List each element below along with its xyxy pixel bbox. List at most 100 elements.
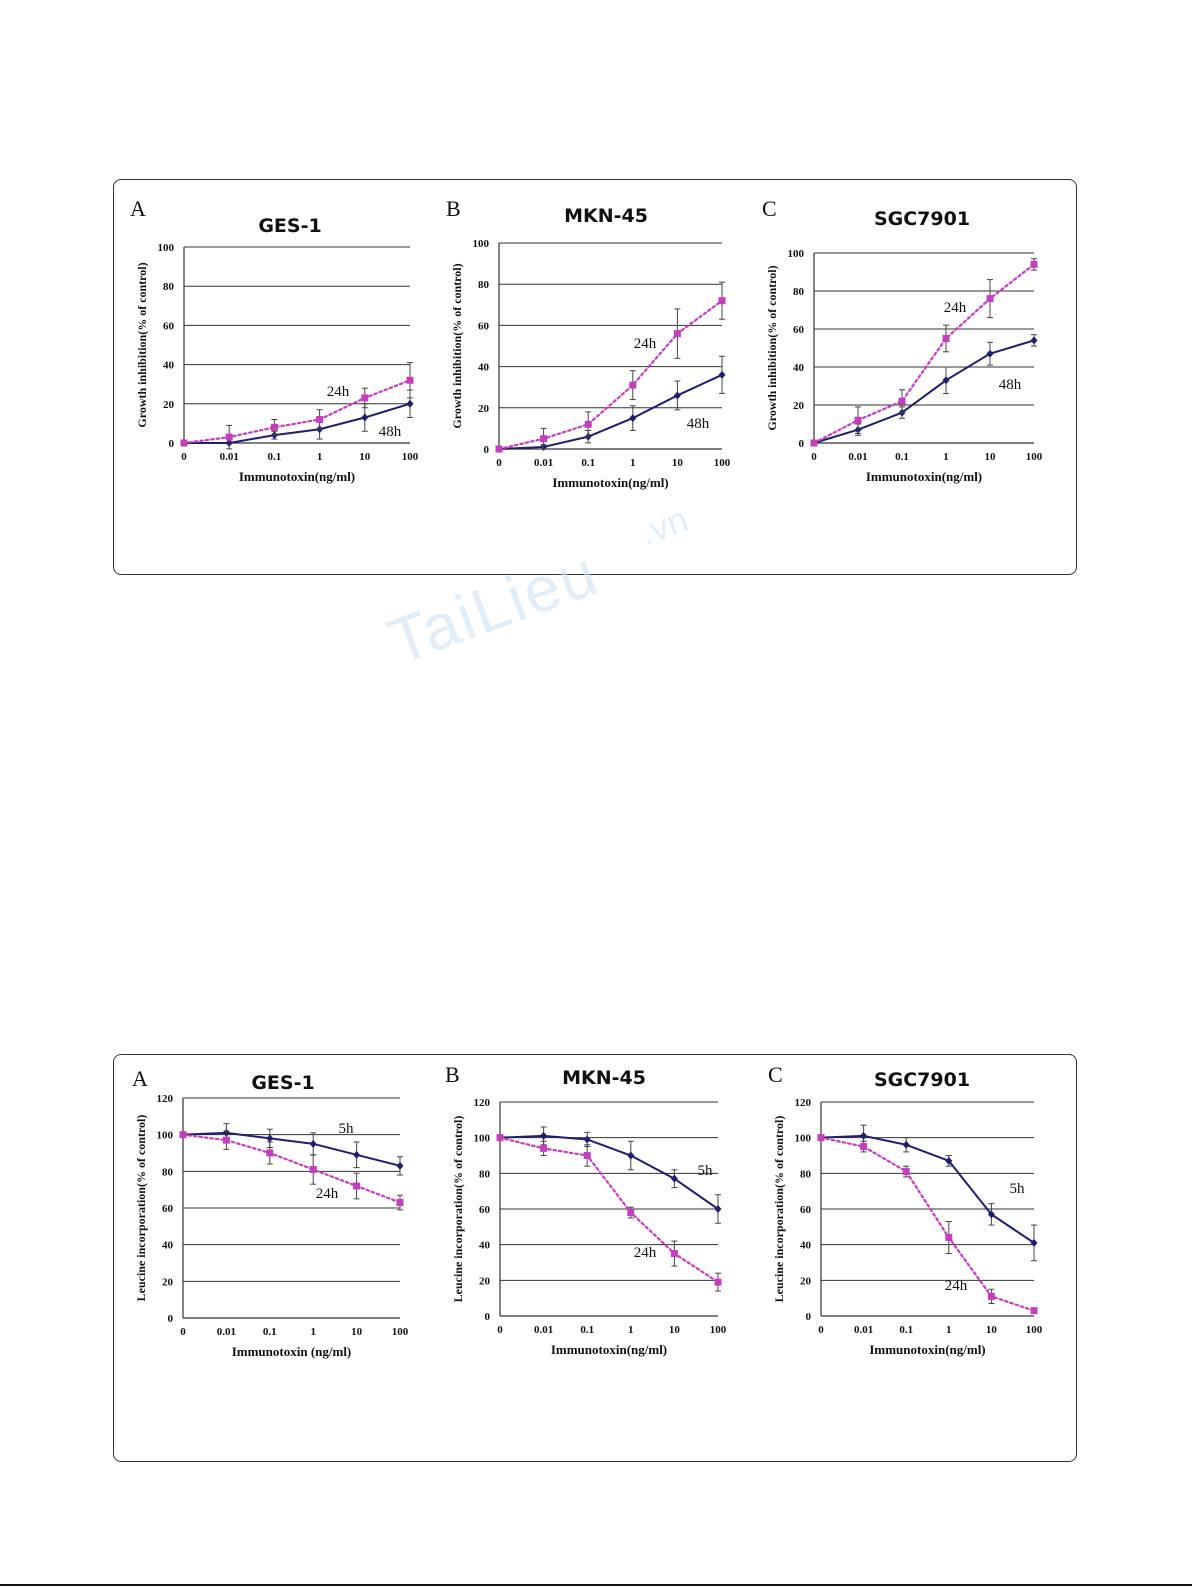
y-tick-label: 20 <box>793 400 805 412</box>
page-bottom-rule <box>0 1584 1192 1586</box>
x-tick-label: 1 <box>628 1324 634 1336</box>
y-tick-label: 40 <box>479 1240 491 1252</box>
x-tick-label: 0.1 <box>268 451 282 463</box>
data-point-24h <box>627 1209 635 1217</box>
x-axis-label: Immunotoxin(ng/ml) <box>239 469 355 484</box>
x-tick-label: 0 <box>180 1326 186 1338</box>
data-point-5h <box>396 1161 404 1170</box>
y-tick-label: 60 <box>793 324 805 336</box>
x-tick-label: 100 <box>1026 451 1043 463</box>
series-line-48h <box>497 299 724 451</box>
x-tick-label: 10 <box>669 1324 681 1336</box>
x-tick-label: 1 <box>946 1324 952 1336</box>
x-tick-label: 1 <box>943 451 949 463</box>
x-axis-label: Immunotoxin(ng/ml) <box>552 475 668 490</box>
x-tick-label: 0.01 <box>534 457 553 469</box>
series-label-24h: 24h <box>945 1278 968 1294</box>
x-tick-label: 0 <box>497 1324 503 1336</box>
data-point-48h <box>406 376 414 384</box>
data-point-48h <box>270 423 278 431</box>
y-tick-label: 100 <box>795 1133 812 1145</box>
x-axis-label: Immunotoxin(ng/ml) <box>869 1342 985 1357</box>
x-tick-label: 0.1 <box>581 457 595 469</box>
y-tick-label: 80 <box>162 1166 174 1178</box>
y-tick-label: 80 <box>793 286 805 298</box>
y-axis-label: Leucine incorporation(% of control) <box>451 1116 465 1303</box>
data-point-24h <box>540 1144 548 1152</box>
x-tick-label: 100 <box>1026 1324 1043 1336</box>
data-point-24h <box>353 1182 361 1190</box>
y-tick-label: 40 <box>162 1240 174 1252</box>
data-point-48h <box>718 297 726 305</box>
series-line-24h <box>819 1136 1036 1312</box>
series-line-5h <box>182 1131 401 1167</box>
series-line-5h <box>499 1134 719 1210</box>
data-point-24h <box>942 376 950 385</box>
data-point-24h <box>266 1149 274 1157</box>
y-tick-label: 20 <box>162 1276 174 1288</box>
series-label-48h: 48h <box>687 416 710 432</box>
y-tick-label: 60 <box>479 1204 491 1216</box>
x-axis-label: Immunotoxin(ng/ml) <box>551 1342 667 1357</box>
x-tick-label: 10 <box>672 457 684 469</box>
y-axis-label: Growth inhibition(% of control) <box>135 262 149 427</box>
data-point-24h <box>361 413 369 422</box>
data-point-24h <box>718 370 726 379</box>
panel-letter: B <box>445 1062 460 1087</box>
x-tick-label: 1 <box>317 451 323 463</box>
chart-mkn45-leucine: B MKN-45 0 20 40 60 80 100 120 0 0.01 0.1 1 10 100 Immu… <box>445 1062 727 1357</box>
x-tick-label: 0.01 <box>217 1326 236 1338</box>
x-tick-label: 10 <box>359 451 371 463</box>
y-tick-label: 100 <box>788 248 805 260</box>
series-line-48h <box>812 263 1036 445</box>
x-tick-label: 100 <box>714 457 731 469</box>
x-tick-label: 100 <box>402 451 419 463</box>
data-point-5h <box>309 1139 317 1148</box>
data-point-48h <box>361 394 369 402</box>
data-point-24h <box>496 1134 504 1142</box>
y-tick-label: 100 <box>158 242 175 254</box>
data-point-24h <box>1030 1307 1038 1315</box>
y-axis-label: Growth inhibition(% of control) <box>450 263 464 428</box>
data-point-24h <box>406 399 414 408</box>
data-point-48h <box>180 439 188 447</box>
y-tick-label: 0 <box>168 1313 174 1325</box>
data-point-24h <box>309 1166 317 1173</box>
x-tick-label: 0.01 <box>848 451 867 463</box>
data-point-5h <box>583 1135 591 1144</box>
data-point-24h <box>670 1250 678 1258</box>
y-tick-label: 60 <box>478 320 490 332</box>
data-point-48h <box>540 435 548 443</box>
figure-panel-growth-inhibition <box>113 179 1077 575</box>
data-point-24h <box>860 1143 868 1151</box>
series-line-24h <box>813 339 1035 444</box>
data-point-48h <box>225 433 233 441</box>
x-tick-label: 100 <box>710 1324 727 1336</box>
data-point-24h <box>1030 336 1038 345</box>
x-tick-label: 0.01 <box>854 1324 873 1336</box>
chart-title: MKN-45 <box>564 205 648 227</box>
data-point-24h <box>179 1131 187 1139</box>
x-tick-label: 0.1 <box>899 1324 913 1336</box>
y-tick-label: 60 <box>163 320 175 332</box>
x-tick-label: 0 <box>181 451 187 463</box>
chart-mkn45-growth: B MKN-45 0 20 40 60 80 100 0 0.01 0.1 1 10 100 Immunot… <box>446 196 731 490</box>
y-tick-label: 0 <box>169 438 175 450</box>
data-point-48h <box>898 397 906 405</box>
data-point-24h <box>222 1136 230 1144</box>
panel-letter: C <box>762 196 777 221</box>
y-tick-label: 0 <box>799 438 805 450</box>
data-point-5h <box>902 1140 910 1149</box>
data-point-48h <box>673 330 681 338</box>
series-label-24h: 24h <box>944 300 967 316</box>
chart-ges1-growth: A GES-1 0 20 40 60 80 100 0 0.01 0.1 1 10 100 Immunoto… <box>130 196 419 484</box>
x-tick-label: 10 <box>986 1324 998 1336</box>
data-point-48h <box>1030 260 1038 268</box>
data-point-5h <box>714 1205 722 1213</box>
series-line-24h <box>181 1133 402 1204</box>
x-axis-label: Immunotoxin (ng/ml) <box>232 1344 352 1359</box>
data-point-5h <box>945 1156 953 1165</box>
chart-sgc7901-growth: C SGC7901 0 20 40 60 80 100 0 0.01 0.1 1 10 100 Immuno… <box>762 196 1043 484</box>
data-point-5h <box>540 1131 548 1140</box>
y-tick-label: 80 <box>478 279 490 291</box>
